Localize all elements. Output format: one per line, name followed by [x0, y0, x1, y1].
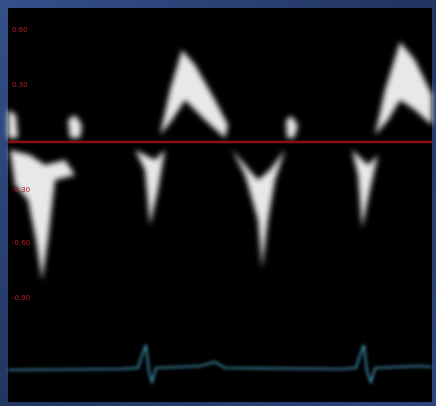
spectral-waveform — [8, 42, 432, 280]
negative-envelope — [10, 150, 75, 280]
positive-envelope — [286, 116, 298, 138]
scale-label: -0.30 — [12, 186, 30, 194]
negative-envelope — [232, 150, 285, 268]
negative-envelope — [352, 150, 378, 228]
scale-label: -0.90 — [12, 294, 30, 302]
scale-label: 0.30 — [12, 81, 28, 89]
positive-envelope — [375, 42, 432, 135]
scale-label: 0.60 — [12, 26, 28, 34]
positive-envelope — [8, 110, 18, 138]
positive-envelope — [160, 50, 228, 138]
velocity-scale: 0.60 0.30 -0.30 -0.60 -0.90 — [12, 26, 30, 302]
scale-label: -0.60 — [12, 239, 30, 247]
negative-envelope — [135, 150, 165, 225]
ecg-trace — [7, 344, 433, 385]
positive-envelope — [68, 115, 82, 138]
image-area — [8, 8, 432, 402]
